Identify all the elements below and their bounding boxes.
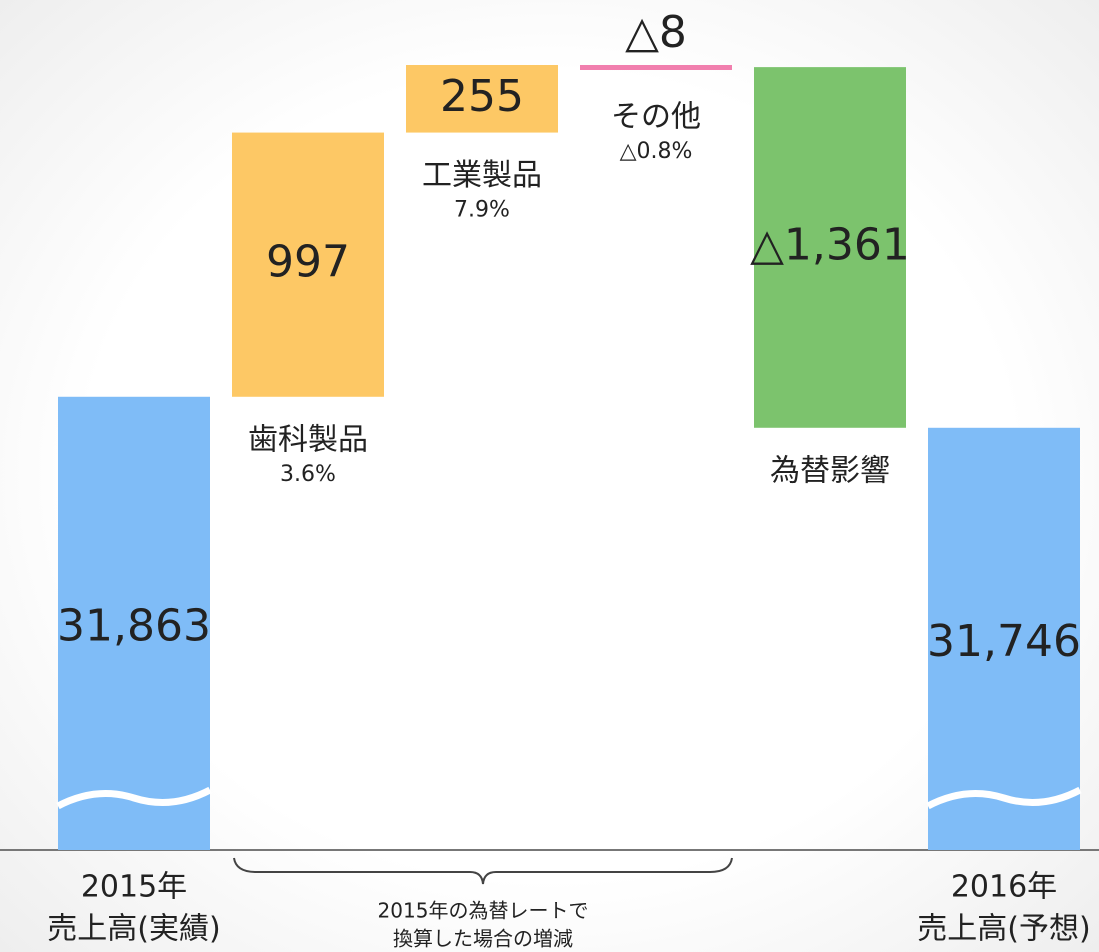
axis-break xyxy=(56,786,212,810)
value-label: △8 xyxy=(625,7,687,58)
percent-label: 7.9% xyxy=(454,198,510,223)
percent-label: △0.8% xyxy=(620,139,693,164)
value-label: 31,863 xyxy=(57,600,211,651)
value-label: △1,361 xyxy=(750,219,910,270)
percent-label: 3.6% xyxy=(280,462,336,487)
bar xyxy=(58,396,210,850)
value-label: 31,746 xyxy=(927,616,1081,667)
value-label: 255 xyxy=(440,71,524,122)
bar xyxy=(232,132,384,397)
bar xyxy=(928,427,1080,850)
category-label: 2015年 xyxy=(81,870,187,905)
value-label: 997 xyxy=(266,237,350,288)
bar xyxy=(754,67,906,428)
category-label: 2016年 xyxy=(951,870,1057,905)
category-label: 売上高(実績) xyxy=(47,912,220,947)
brace xyxy=(233,857,733,885)
category-label: 工業製品 xyxy=(422,158,542,193)
annotation: 換算した場合の増減 xyxy=(393,927,573,951)
axis-break xyxy=(926,786,1082,810)
category-label: 為替影響 xyxy=(770,453,890,488)
annotation: 2015年の為替レートで xyxy=(378,899,589,923)
category-label: 歯科製品 xyxy=(248,422,368,457)
category-label: 売上高(予想) xyxy=(917,912,1090,947)
bar xyxy=(580,65,732,70)
bar xyxy=(406,65,558,133)
category-label: その他 xyxy=(611,100,701,135)
